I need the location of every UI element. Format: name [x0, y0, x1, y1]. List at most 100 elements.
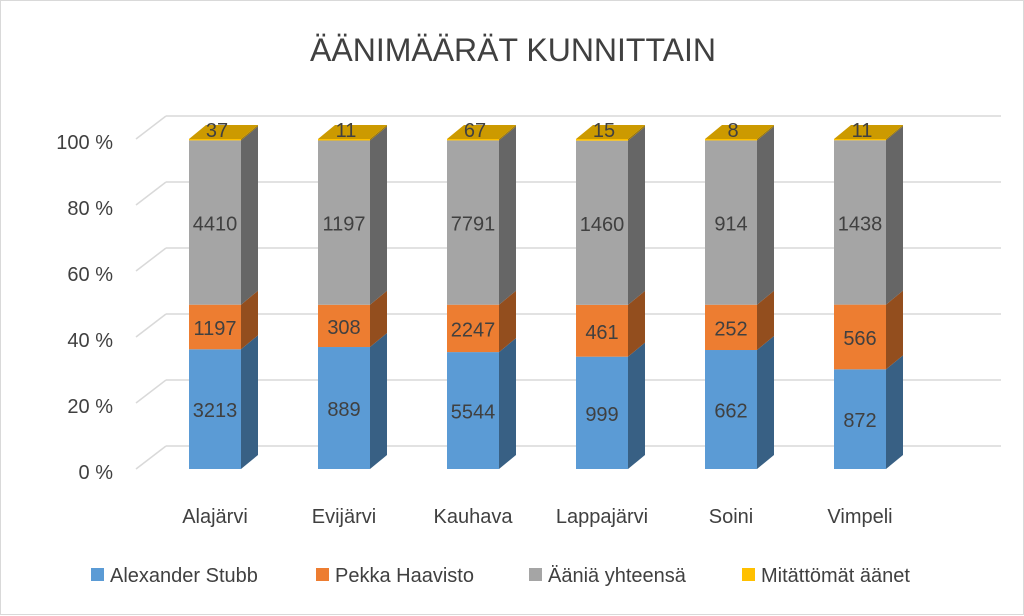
bar-segment-alexander-stubb: 5544: [447, 338, 516, 469]
bar-segment-pekka-haavisto: 308: [318, 290, 387, 348]
y-tick-label: 80 %: [67, 198, 113, 220]
legend-swatch: [316, 568, 329, 581]
data-label: 914: [714, 214, 747, 236]
bar-side: [499, 290, 516, 353]
data-label: 999: [585, 404, 618, 426]
data-label: 1460: [580, 214, 625, 236]
data-label: 872: [843, 410, 876, 432]
legend-swatch: [529, 568, 542, 581]
bar-front: [447, 140, 499, 305]
legend-label: Mitättömät äänet: [761, 565, 910, 587]
bar-side: [241, 125, 258, 141]
bar-top: [318, 125, 387, 139]
bar-segment--ni-yhteens-: 1438: [834, 126, 903, 305]
bar-front: [447, 304, 499, 353]
bar-top: [834, 125, 903, 139]
y-tick-label: 100 %: [56, 132, 113, 154]
data-label: 566: [843, 328, 876, 350]
x-category-label: Vimpeli: [827, 506, 892, 528]
bar-front: [189, 139, 241, 141]
bar-segment-mit-tt-m-t-net: 11: [834, 120, 903, 142]
bar-front: [189, 349, 241, 469]
bar-front: [705, 139, 757, 141]
gridline-depth: [135, 379, 167, 404]
bar-front: [834, 304, 886, 370]
gridline-depth: [135, 247, 167, 272]
y-tick-label: 0 %: [79, 462, 114, 484]
bar-side: [499, 126, 516, 305]
bar-side: [241, 335, 258, 469]
bar-side: [757, 126, 774, 305]
data-label: 67: [464, 120, 486, 142]
x-category-label: Soini: [709, 506, 753, 528]
bar-segment-alexander-stubb: 3213: [189, 335, 258, 469]
gridline-depth: [135, 115, 167, 140]
bar-front: [576, 356, 628, 469]
bar-side: [886, 290, 903, 370]
bar-top: [705, 125, 774, 139]
bar-side: [757, 125, 774, 141]
bar-segment-pekka-haavisto: 252: [705, 290, 774, 351]
bar-front: [705, 304, 757, 351]
data-label: 37: [206, 120, 228, 142]
y-tick-label: 40 %: [67, 330, 113, 352]
gridline-depth: [135, 313, 167, 338]
data-label: 2247: [451, 319, 496, 341]
data-label: 3213: [193, 400, 238, 422]
bar-front: [447, 139, 499, 141]
bar-front: [576, 304, 628, 357]
bar-front: [705, 140, 757, 305]
bar-segment-alexander-stubb: 889: [318, 333, 387, 469]
bar-front: [318, 139, 370, 141]
bar-segment--ni-yhteens-: 1197: [318, 126, 387, 305]
data-label: 7791: [451, 214, 496, 236]
gridline-depth: [135, 181, 167, 206]
bar-front: [318, 304, 370, 348]
bar-side: [628, 125, 645, 141]
data-label: 15: [593, 120, 615, 142]
data-label: 11: [852, 120, 873, 142]
bar-front: [576, 140, 628, 305]
bar-side: [241, 290, 258, 350]
bar-side: [241, 126, 258, 305]
x-category-label: Lappajärvi: [556, 506, 648, 528]
data-label: 8: [727, 120, 738, 142]
bar-segment-mit-tt-m-t-net: 11: [318, 120, 387, 142]
bar-segment-pekka-haavisto: 566: [834, 290, 903, 370]
bar-segment--ni-yhteens-: 914: [705, 126, 774, 305]
gridline-depth: [135, 445, 167, 470]
bar-front: [318, 347, 370, 469]
x-category-label: Evijärvi: [312, 506, 376, 528]
bar-side: [757, 290, 774, 351]
bar-side: [628, 342, 645, 469]
bar-front: [318, 140, 370, 305]
bar-front: [189, 304, 241, 350]
bar-front: [447, 352, 499, 469]
data-label: 889: [327, 399, 360, 421]
data-label: 1197: [322, 214, 365, 236]
legend-swatch: [742, 568, 755, 581]
data-label: 1438: [838, 213, 883, 235]
bar-segment--ni-yhteens-: 1460: [576, 126, 645, 305]
bar-front: [834, 369, 886, 469]
bar-segment-mit-tt-m-t-net: 67: [447, 120, 516, 142]
bar-top: [576, 125, 645, 139]
data-label: 461: [585, 322, 618, 344]
bar-side: [886, 126, 903, 305]
data-label: 11: [336, 120, 357, 142]
bar-side: [370, 125, 387, 141]
bar-side: [757, 336, 774, 469]
legend-label: Alexander Stubb: [110, 565, 258, 587]
data-label: 1197: [193, 318, 236, 340]
bar-front: [705, 350, 757, 469]
y-tick-label: 20 %: [67, 396, 113, 418]
bar-segment-mit-tt-m-t-net: 8: [705, 120, 774, 142]
bar-segment-pekka-haavisto: 2247: [447, 290, 516, 353]
legend-item: Alexander Stubb: [91, 565, 258, 587]
bar-top: [447, 125, 516, 139]
bar-segment-alexander-stubb: 662: [705, 336, 774, 469]
bar-segment-mit-tt-m-t-net: 15: [576, 120, 645, 142]
bar-segment--ni-yhteens-: 7791: [447, 126, 516, 305]
